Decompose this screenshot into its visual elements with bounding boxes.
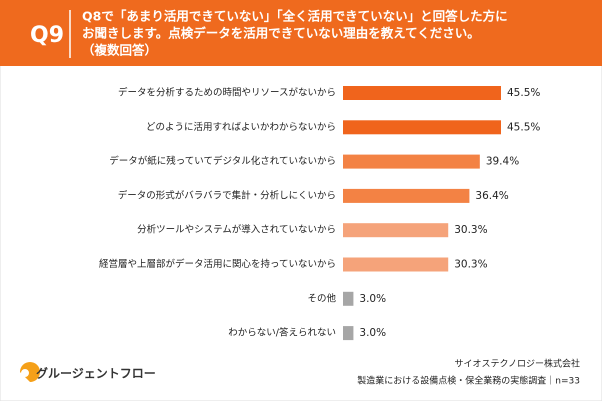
logo-icon <box>20 362 40 382</box>
bar <box>343 223 449 238</box>
title-line: Q8で「あまり活用できていない」「全く活用できていない」と回答した方に <box>82 9 508 24</box>
value-label: 30.3% <box>454 224 487 236</box>
category-label: わからない/答えられない <box>228 327 336 339</box>
logo: グルージェントフロー <box>20 362 156 382</box>
bar <box>343 326 354 341</box>
source: 製造業における設備点検・保全業務の実態調査｜n=33 <box>357 375 580 387</box>
bar <box>343 291 354 306</box>
value-label: 3.0% <box>359 293 386 305</box>
category-label: データを分析するための時間やリソースがないから <box>118 87 336 99</box>
bar <box>343 154 480 169</box>
category-label: データが紙に残っていてデジタル化されていないから <box>109 155 336 167</box>
category-label: どのように活用すればよいかわからないから <box>146 121 336 133</box>
value-label: 45.5% <box>507 121 540 133</box>
title-line: お聞きします。点検データを活用できていない理由を教えてください。 <box>82 26 480 41</box>
category-label: 経営層や上層部がデータ活用に関心を持っていないから <box>99 258 336 270</box>
value-label: 45.5% <box>507 87 540 99</box>
category-label: 分析ツールやシステムが導入されていないから <box>137 224 336 236</box>
bar <box>343 120 501 135</box>
category-label: データの形式がバラバラで集計・分析しにくいから <box>118 189 336 201</box>
value-label: 30.3% <box>454 259 487 271</box>
bar <box>343 257 449 272</box>
logo-text: グルージェントフロー <box>36 366 156 381</box>
header <box>0 0 602 66</box>
category-label: その他 <box>307 292 336 304</box>
question-number: Q9 <box>30 23 64 48</box>
title-line: （複数回答） <box>82 43 157 58</box>
value-label: 36.4% <box>475 190 508 202</box>
value-label: 39.4% <box>486 156 519 168</box>
bar <box>343 188 470 203</box>
value-label: 3.0% <box>359 327 386 339</box>
source: サイオステクノロジー株式会社 <box>455 358 580 370</box>
bar <box>343 86 501 100</box>
